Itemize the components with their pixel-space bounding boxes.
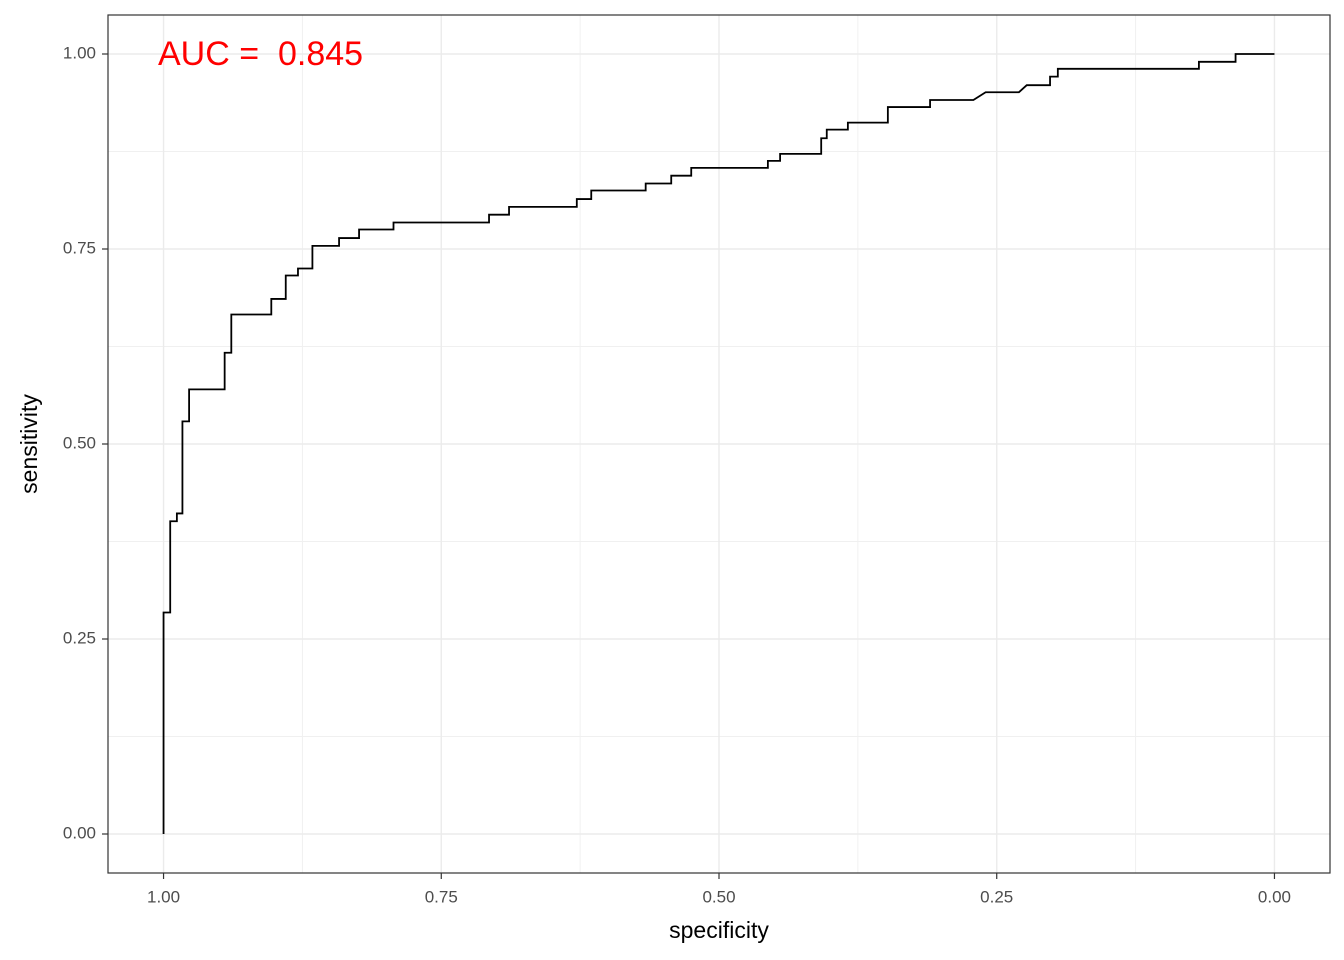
x-tick-label: 0.25 <box>980 887 1013 906</box>
y-axis-title: sensitivity <box>16 394 42 494</box>
y-tick-label: 0.50 <box>63 433 96 452</box>
roc-curve <box>162 53 1275 834</box>
x-tick-label: 0.50 <box>702 887 735 906</box>
x-axis-title: specificity <box>669 917 769 943</box>
y-tick-label: 0.00 <box>63 823 96 842</box>
y-tick-label: 0.25 <box>63 628 96 647</box>
x-tick-label: 1.00 <box>147 887 180 906</box>
y-tick-label: 0.75 <box>63 238 96 257</box>
panel-border <box>107 14 1331 874</box>
y-tick-label: 1.00 <box>63 43 96 62</box>
x-tick-label: 0.00 <box>1258 887 1291 906</box>
x-tick-label: 0.75 <box>425 887 458 906</box>
annotation: AUC = 0.845 <box>158 35 363 73</box>
